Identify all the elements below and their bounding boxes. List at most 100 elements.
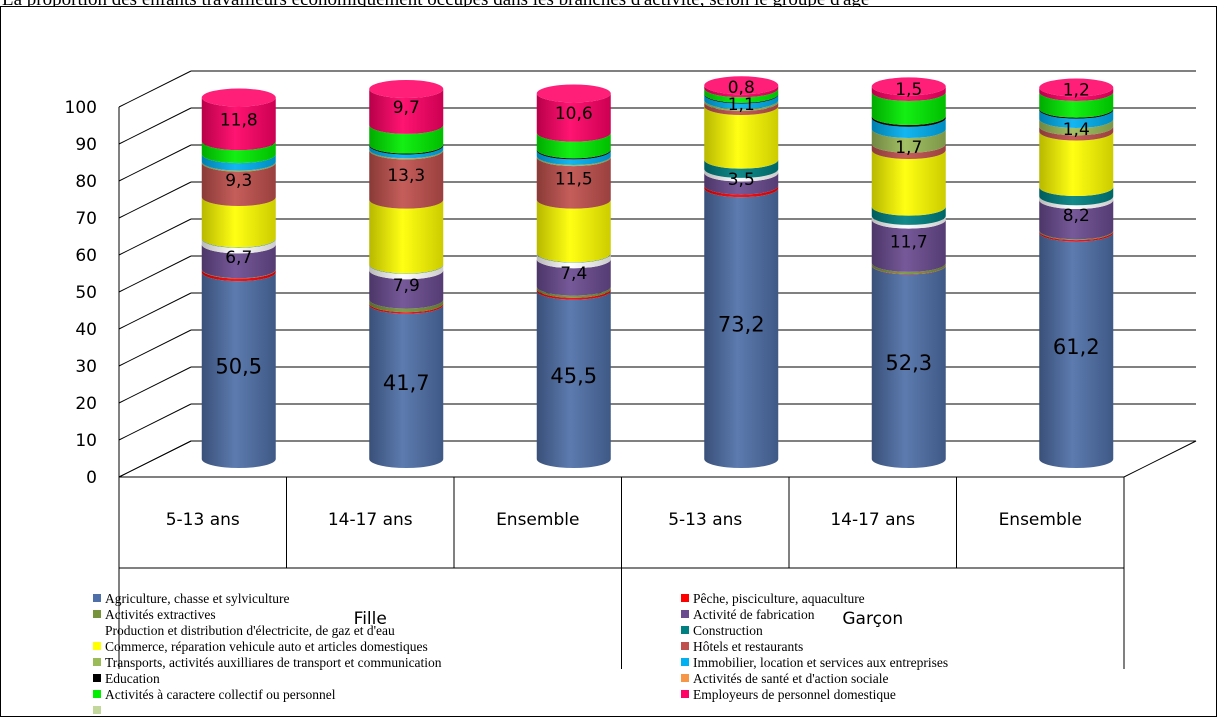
bar-segment bbox=[871, 215, 946, 229]
bar-segment bbox=[704, 106, 779, 169]
bar-segment bbox=[369, 89, 444, 134]
gridline-diagonal bbox=[118, 70, 192, 108]
gridline-diagonal bbox=[118, 403, 192, 441]
y-tick-label: 10 bbox=[75, 431, 97, 451]
legend-swatch bbox=[93, 674, 101, 682]
legend-swatch bbox=[93, 706, 101, 714]
legend-label: Activités extractives bbox=[105, 607, 216, 622]
x-tick-label: Ensemble bbox=[496, 510, 579, 530]
bar-segment bbox=[369, 304, 444, 468]
legend-label: Activité de fabrication bbox=[693, 607, 815, 622]
data-label: 10,6 bbox=[555, 104, 593, 124]
data-label: 1,1 bbox=[728, 95, 755, 115]
bar-segment bbox=[704, 101, 779, 116]
bar-segment bbox=[871, 91, 946, 126]
data-label: 9,7 bbox=[393, 98, 420, 118]
legend-swatch bbox=[93, 690, 101, 698]
legend-item: Construction bbox=[681, 623, 763, 638]
bar-segment bbox=[871, 117, 946, 138]
bar-top-cap bbox=[1039, 78, 1114, 97]
bar-segment bbox=[1039, 131, 1114, 197]
gridline-diagonal bbox=[118, 329, 192, 367]
y-tick-label: 60 bbox=[75, 246, 97, 266]
bar-segment bbox=[536, 286, 611, 298]
x-tick-label: 5-13 ans bbox=[668, 510, 742, 530]
legend-swatch bbox=[681, 690, 689, 698]
legend-label: Hôtels et restaurants bbox=[693, 639, 803, 654]
legend-swatch bbox=[681, 674, 689, 682]
bar-segment bbox=[1039, 91, 1114, 118]
y-tick-label: 0 bbox=[86, 468, 97, 488]
data-label: 41,7 bbox=[383, 371, 430, 395]
data-label: 13,3 bbox=[387, 166, 425, 186]
data-label: 7,9 bbox=[393, 276, 420, 296]
legend-label: Employeurs de personnel domestique bbox=[693, 687, 896, 702]
y-tick-label: 30 bbox=[75, 357, 97, 377]
group-label: Garçon bbox=[842, 609, 903, 629]
legend-label: Construction bbox=[693, 623, 763, 638]
legend-item: Production et distribution d'électricite… bbox=[105, 623, 395, 638]
data-label: 11,7 bbox=[890, 232, 928, 252]
bar-segment bbox=[871, 143, 946, 160]
gridlines bbox=[118, 70, 1196, 478]
gridline-diagonal bbox=[118, 292, 192, 330]
bar-segment bbox=[201, 97, 276, 151]
legend-label: Production et distribution d'électricite… bbox=[105, 623, 395, 638]
y-tick-label: 100 bbox=[65, 98, 97, 118]
bar-top-cap bbox=[871, 77, 946, 96]
bar-segment bbox=[704, 159, 779, 178]
data-label: 1,4 bbox=[1063, 120, 1090, 140]
bar-segment bbox=[704, 172, 779, 195]
y-tick-label: 50 bbox=[75, 283, 97, 303]
gridline-diagonal bbox=[118, 218, 192, 256]
y-tick-label: 40 bbox=[75, 320, 97, 340]
legend-swatch bbox=[93, 594, 101, 602]
bar-segment bbox=[704, 100, 779, 111]
bar-segment bbox=[1039, 196, 1114, 209]
data-label: 7,4 bbox=[560, 264, 587, 284]
legend-item: Activités extractives bbox=[93, 607, 216, 622]
bar-segment bbox=[1039, 200, 1114, 240]
legend-item: Commerce, réparation vehicule auto et ar… bbox=[93, 639, 428, 654]
bar-segment bbox=[369, 270, 444, 309]
gridline-diagonal bbox=[118, 255, 192, 293]
legend-swatch bbox=[681, 594, 689, 602]
bar-segment bbox=[1039, 87, 1114, 101]
chart-frame: 0 10 20 30 40 50 60 70 80 90 100 5-13 ans 14-17 ans E… bbox=[0, 6, 1217, 717]
bar-segment bbox=[1039, 232, 1114, 468]
x-tick-label: Ensemble bbox=[999, 510, 1082, 530]
bar-segment bbox=[536, 259, 611, 296]
bar-segment bbox=[201, 197, 276, 248]
group-label: Fille bbox=[354, 609, 387, 629]
bar-segment bbox=[369, 299, 444, 313]
bar-segment bbox=[536, 199, 611, 263]
data-label: 0,8 bbox=[728, 78, 755, 98]
data-label: 61,2 bbox=[1053, 335, 1100, 359]
bar-segment bbox=[536, 253, 611, 269]
data-label: 1,7 bbox=[895, 138, 922, 158]
y-tick-label: 80 bbox=[75, 172, 97, 192]
legend-item: Education bbox=[93, 671, 160, 686]
bar-segment bbox=[704, 88, 779, 103]
data-label: 45,5 bbox=[550, 364, 597, 388]
bar-segment bbox=[704, 188, 779, 468]
data-label: 1,5 bbox=[895, 80, 922, 100]
legend-label: Activités de santé et d'action sociale bbox=[693, 671, 889, 686]
bar-segment bbox=[871, 128, 946, 153]
bar-segment bbox=[871, 206, 946, 225]
bar-segment bbox=[871, 265, 946, 468]
legend-item: Employeurs de personnel domestique bbox=[681, 687, 896, 702]
chart-caption: La proportion des enfants travailleurs é… bbox=[2, 0, 1217, 11]
legend-item: Agriculture, chasse et sylviculture bbox=[93, 591, 289, 606]
legend-swatch bbox=[681, 658, 689, 666]
y-tick-label: 70 bbox=[75, 209, 97, 229]
data-label: 50,5 bbox=[215, 355, 262, 379]
floor bbox=[118, 440, 1197, 478]
legend-item bbox=[93, 706, 101, 714]
bar-segment bbox=[704, 94, 779, 110]
legend-swatch bbox=[93, 642, 101, 650]
bar-segment bbox=[1039, 126, 1114, 141]
legend-label: Agriculture, chasse et sylviculture bbox=[105, 591, 289, 606]
bar-segment bbox=[704, 168, 779, 182]
bar-segment bbox=[704, 185, 779, 198]
